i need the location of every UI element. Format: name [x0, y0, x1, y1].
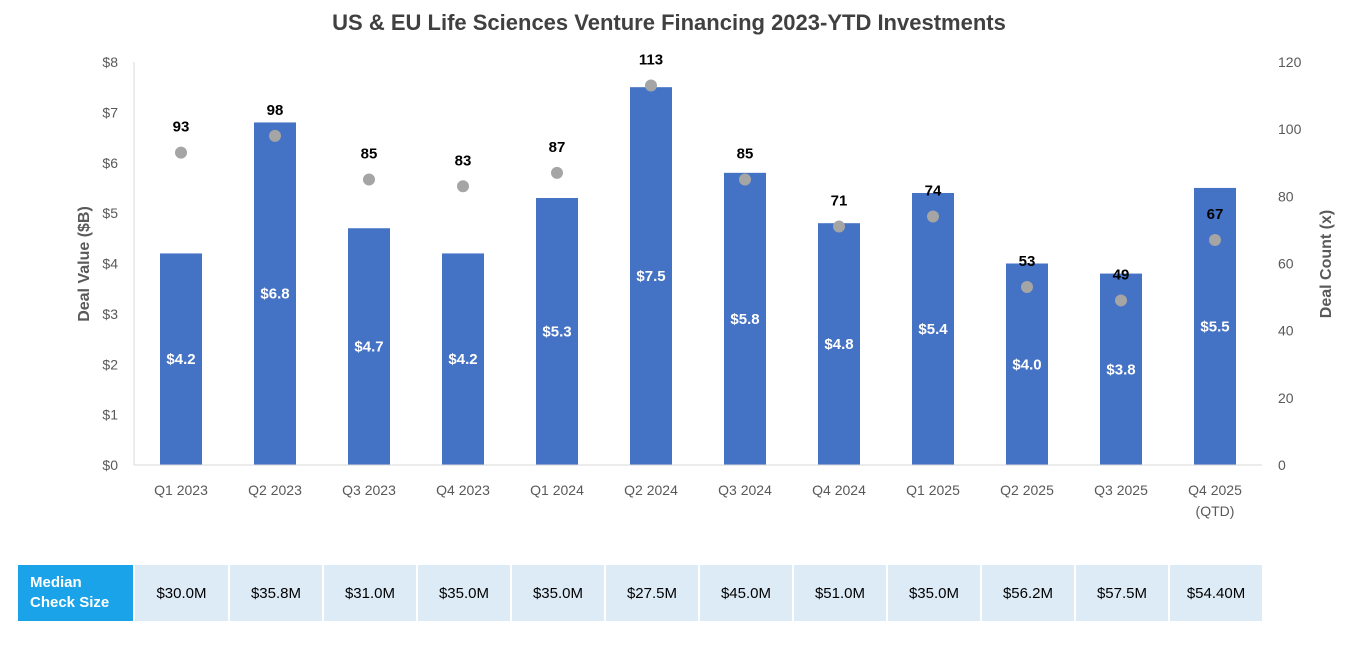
median-check-size-cell: $56.2M	[980, 565, 1074, 621]
y2-tick-label: 20	[1278, 390, 1294, 406]
deal-count-label: 83	[455, 152, 472, 169]
x-tick-label: (QTD)	[1196, 503, 1235, 519]
deal-count-label: 93	[173, 119, 190, 136]
median-check-size-cell: $35.8M	[228, 565, 322, 621]
bar	[630, 87, 672, 465]
deal-count-label: 71	[831, 193, 848, 210]
left-axis: $0 $1 $2 $3 $4 $5 $6 $7 $8	[102, 54, 135, 473]
median-check-size-header: Median Check Size	[18, 565, 133, 621]
median-check-size-cell: $45.0M	[698, 565, 792, 621]
deal-count-label: 85	[361, 146, 378, 163]
bar-value-label: $4.7	[354, 339, 383, 356]
median-check-size-cell: $51.0M	[792, 565, 886, 621]
y2-tick-label: 40	[1278, 323, 1294, 339]
x-tick-label: Q3 2023	[342, 482, 396, 498]
x-tick-label: Q4 2023	[436, 482, 490, 498]
deal-count-point	[457, 180, 469, 193]
bar-value-label: $4.0	[1012, 356, 1041, 373]
x-tick-label: Q4 2024	[812, 482, 866, 498]
right-axis: 0 20 40 60 80 100 120	[1278, 54, 1302, 473]
x-tick-label: Q2 2025	[1000, 482, 1054, 498]
median-check-size-row: Median Check Size $30.0M $35.8M $31.0M $35.…	[18, 565, 1262, 621]
deal-count-label: 113	[639, 52, 663, 69]
bar	[348, 228, 390, 465]
y-tick-label: $8	[102, 54, 118, 70]
x-axis: Q1 2023 Q2 2023 Q3 2023 Q4 2023 Q1 2024 Q2 20…	[134, 464, 1262, 519]
deal-count-point	[833, 220, 845, 233]
y2-axis-title: Deal Count (x)	[1318, 210, 1335, 318]
bar	[724, 172, 766, 465]
deal-count-label: 49	[1113, 266, 1130, 283]
x-tick-label: Q1 2023	[154, 482, 208, 498]
bar-value-label: $4.2	[166, 351, 195, 368]
bar-value-label: $6.8	[260, 286, 289, 303]
deal-count-point	[927, 210, 939, 223]
x-tick-label: Q2 2024	[624, 482, 678, 498]
median-check-size-cell: $35.0M	[510, 565, 604, 621]
y-tick-label: $5	[102, 205, 118, 221]
deal-count-label: 74	[925, 182, 942, 199]
y-tick-label: $4	[102, 256, 118, 272]
y-tick-label: $3	[102, 306, 118, 322]
deal-count-point	[175, 146, 187, 159]
deal-count-point	[739, 173, 751, 186]
deal-count-point	[645, 79, 657, 92]
y2-tick-label: 100	[1278, 121, 1302, 137]
bar-value-label: $5.8	[730, 311, 759, 328]
deal-count-label: 67	[1207, 206, 1224, 223]
x-tick-label: Q2 2023	[248, 482, 302, 498]
y-tick-label: $1	[102, 407, 118, 423]
median-check-size-cell: $35.0M	[886, 565, 980, 621]
deal-count-label: 98	[267, 102, 284, 119]
deal-count-label: 53	[1019, 253, 1036, 270]
bar	[160, 253, 202, 465]
deal-count-label: 87	[549, 139, 566, 156]
y2-tick-label: 80	[1278, 188, 1294, 204]
median-check-size-cell: $31.0M	[322, 565, 416, 621]
median-check-size-cell: $27.5M	[604, 565, 698, 621]
bar	[818, 223, 860, 465]
y-tick-label: $6	[102, 155, 118, 171]
bar-value-label: $5.3	[542, 324, 571, 341]
bar-value-label: $5.4	[918, 321, 948, 338]
bar-series: $4.2 $6.8 $4.7 $4.2 $5.3 $7.5 $5.8 $4.8 $5.4 $4.0…	[160, 87, 1236, 465]
x-tick-label: Q3 2025	[1094, 482, 1148, 498]
bar	[254, 122, 296, 465]
deal-count-point	[1209, 233, 1221, 246]
bar-value-label: $5.5	[1200, 318, 1229, 335]
median-check-size-cell: $30.0M	[133, 565, 228, 621]
bar-value-label: $3.8	[1106, 361, 1135, 378]
venture-financing-chart: US & EU Life Sciences Venture Financing …	[76, 10, 1335, 519]
y-tick-label: $7	[102, 104, 118, 120]
deal-count-point	[363, 173, 375, 186]
y-axis-title: Deal Value ($B)	[76, 206, 93, 322]
median-check-size-cell: $35.0M	[416, 565, 510, 621]
y2-tick-label: 0	[1278, 457, 1286, 473]
median-check-size-cell: $54.40M	[1168, 565, 1262, 621]
deal-count-point	[269, 129, 281, 142]
x-tick-label: Q1 2024	[530, 482, 584, 498]
bar	[1006, 263, 1048, 465]
deal-count-series: 93 98 85 83 87 113 85 71 74 53 49 67	[173, 52, 1224, 307]
y2-tick-label: 60	[1278, 256, 1294, 272]
bar-value-label: $4.2	[448, 351, 477, 368]
bar	[442, 253, 484, 465]
bar-value-label: $4.8	[824, 336, 853, 353]
deal-count-point	[1115, 294, 1127, 307]
y-tick-label: $2	[102, 356, 118, 372]
bar	[536, 198, 578, 465]
deal-count-label: 85	[737, 146, 754, 163]
x-tick-label: Q4 2025	[1188, 482, 1242, 498]
y-tick-label: $0	[102, 457, 118, 473]
chart-title: US & EU Life Sciences Venture Financing …	[332, 10, 1006, 35]
deal-count-point	[551, 166, 563, 179]
y2-tick-label: 120	[1278, 54, 1302, 70]
x-tick-label: Q3 2024	[718, 482, 772, 498]
median-check-size-cell: $57.5M	[1074, 565, 1168, 621]
bar-value-label: $7.5	[636, 268, 665, 285]
bar	[912, 192, 954, 465]
x-tick-label: Q1 2025	[906, 482, 960, 498]
deal-count-point	[1021, 281, 1033, 294]
